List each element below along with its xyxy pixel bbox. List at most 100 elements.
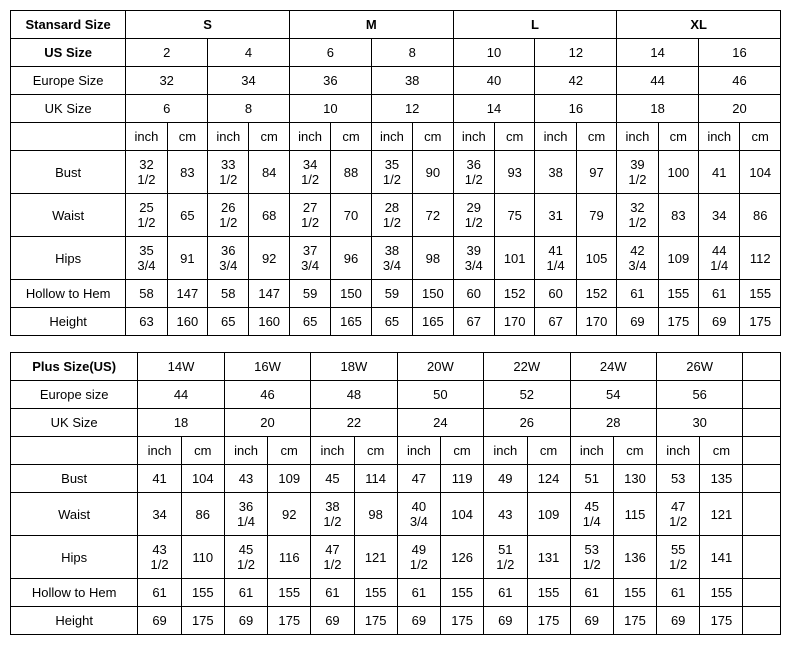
measurement-value: 31 <box>535 194 576 237</box>
measurement-value: 26 1/2 <box>208 194 249 237</box>
unit-cm: cm <box>441 437 484 465</box>
measurement-value: 36 1/2 <box>453 151 494 194</box>
plus-trailing-blank <box>743 437 781 465</box>
measurement-value: 152 <box>576 280 616 308</box>
measurement-value: 90 <box>413 151 453 194</box>
us-size: 2 <box>126 39 208 67</box>
measurement-value: 155 <box>181 579 224 607</box>
measurement-value: 126 <box>441 536 484 579</box>
measurement-value: 136 <box>614 536 657 579</box>
measurement-value: 135 <box>700 465 743 493</box>
measurement-row: Bust41104431094511447119491245113053135 <box>11 465 781 493</box>
measurement-value: 69 <box>224 607 267 635</box>
plus-uk-size: 18 <box>138 409 224 437</box>
plus-us-size: 18W <box>311 353 397 381</box>
plus-us-size: 16W <box>224 353 310 381</box>
plus-uk-size: 26 <box>484 409 570 437</box>
measurement-label: Waist <box>11 493 138 536</box>
unit-inch: inch <box>371 123 412 151</box>
eu-size: 36 <box>289 67 371 95</box>
measurement-value: 104 <box>181 465 224 493</box>
standard-us-row: US Size 2 4 6 8 10 12 14 16 <box>11 39 781 67</box>
measurement-value: 96 <box>331 237 371 280</box>
measurement-value: 61 <box>656 579 699 607</box>
measurement-value: 61 <box>699 280 740 308</box>
measurement-value: 63 <box>126 308 167 336</box>
plus-us-size: 26W <box>656 353 742 381</box>
measurement-value: 175 <box>614 607 657 635</box>
measurement-row: Waist25 1/26526 1/26827 1/27028 1/27229 … <box>11 194 781 237</box>
measurement-value: 36 1/4 <box>224 493 267 536</box>
measurement-value: 155 <box>354 579 397 607</box>
measurement-value: 98 <box>413 237 453 280</box>
measurement-value: 98 <box>354 493 397 536</box>
group-m: M <box>289 11 453 39</box>
measurement-row: Height6316065160651656516567170671706917… <box>11 308 781 336</box>
measurement-value: 170 <box>576 308 616 336</box>
measurement-value: 69 <box>138 607 181 635</box>
uk-size-label: UK Size <box>11 95 126 123</box>
plus-eu-size: 54 <box>570 381 656 409</box>
measurement-value: 45 1/4 <box>570 493 613 536</box>
measurement-value: 109 <box>268 465 311 493</box>
measurement-value: 45 <box>311 465 354 493</box>
unit-inch: inch <box>535 123 576 151</box>
measurement-value: 147 <box>167 280 207 308</box>
plus-eu-size: 48 <box>311 381 397 409</box>
unit-inch: inch <box>570 437 613 465</box>
measurement-value: 155 <box>614 579 657 607</box>
measurement-value: 41 <box>138 465 181 493</box>
plus-uk-label: UK Size <box>11 409 138 437</box>
plus-uk-size: 28 <box>570 409 656 437</box>
measurement-value: 69 <box>699 308 740 336</box>
plus-trailing-blank <box>743 607 781 635</box>
measurement-row: Height6917569175691756917569175691756917… <box>11 607 781 635</box>
measurement-value: 36 3/4 <box>208 237 249 280</box>
measurement-value: 61 <box>570 579 613 607</box>
measurement-value: 61 <box>484 579 527 607</box>
plus-uk-row: UK Size 18 20 22 24 26 28 30 <box>11 409 781 437</box>
measurement-value: 67 <box>535 308 576 336</box>
unit-inch: inch <box>699 123 740 151</box>
measurement-value: 45 1/2 <box>224 536 267 579</box>
unit-inch: inch <box>126 123 167 151</box>
measurement-value: 69 <box>311 607 354 635</box>
unit-cm: cm <box>354 437 397 465</box>
measurement-value: 69 <box>617 308 658 336</box>
unit-cm: cm <box>249 123 289 151</box>
uk-size: 16 <box>535 95 617 123</box>
measurement-value: 79 <box>576 194 616 237</box>
measurement-label: Waist <box>11 194 126 237</box>
plus-uk-size: 20 <box>224 409 310 437</box>
plus-eu-row: Europe size 44 46 48 50 52 54 56 <box>11 381 781 409</box>
eu-size: 42 <box>535 67 617 95</box>
measurement-value: 104 <box>740 151 781 194</box>
measurement-value: 47 1/2 <box>656 493 699 536</box>
measurement-value: 32 1/2 <box>617 194 658 237</box>
measurement-row: Hollow to Hem581475814759150591506015260… <box>11 280 781 308</box>
measurement-value: 39 3/4 <box>453 237 494 280</box>
measurement-value: 49 <box>484 465 527 493</box>
standard-size-table: Stansard Size S M L XL US Size 2 4 6 8 1… <box>10 10 781 336</box>
plus-trailing-blank <box>743 493 781 536</box>
measurement-value: 29 1/2 <box>453 194 494 237</box>
measurement-label: Height <box>11 607 138 635</box>
measurement-value: 147 <box>249 280 289 308</box>
measurement-value: 53 <box>656 465 699 493</box>
unit-cm: cm <box>658 123 698 151</box>
measurement-value: 175 <box>700 607 743 635</box>
measurement-value: 88 <box>331 151 371 194</box>
measurement-value: 35 3/4 <box>126 237 167 280</box>
measurement-value: 69 <box>484 607 527 635</box>
unit-cm: cm <box>614 437 657 465</box>
measurement-value: 175 <box>181 607 224 635</box>
measurement-value: 114 <box>354 465 397 493</box>
measurement-value: 25 1/2 <box>126 194 167 237</box>
unit-cm: cm <box>181 437 224 465</box>
measurement-value: 47 1/2 <box>311 536 354 579</box>
measurement-value: 65 <box>167 194 207 237</box>
measurement-value: 119 <box>441 465 484 493</box>
uk-size: 20 <box>699 95 781 123</box>
measurement-value: 61 <box>397 579 440 607</box>
plus-us-size: 20W <box>397 353 483 381</box>
